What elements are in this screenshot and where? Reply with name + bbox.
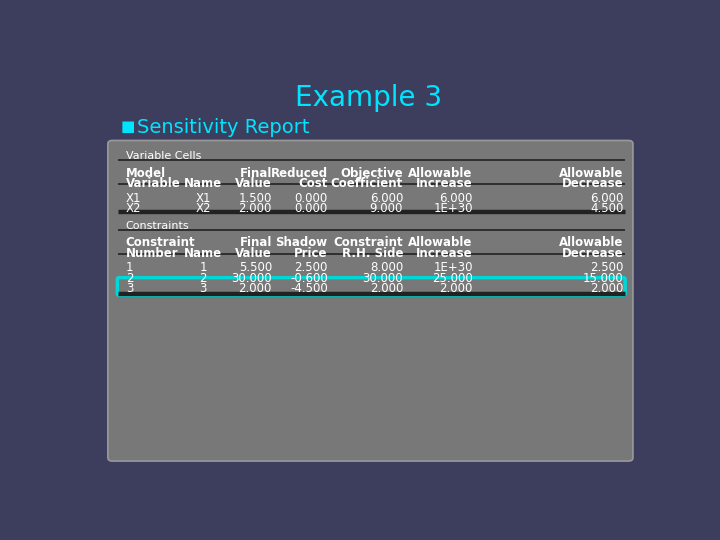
Text: 0.000: 0.000 xyxy=(294,202,328,215)
Text: Model: Model xyxy=(126,167,166,180)
Text: Value: Value xyxy=(235,246,272,260)
Text: 2.000: 2.000 xyxy=(439,282,473,295)
Text: 2.500: 2.500 xyxy=(294,261,328,274)
Text: 5.500: 5.500 xyxy=(238,261,272,274)
Text: Increase: Increase xyxy=(416,177,473,190)
Text: 1E+30: 1E+30 xyxy=(433,202,473,215)
Text: Allowable: Allowable xyxy=(408,236,473,249)
Text: Sensitivity Report: Sensitivity Report xyxy=(138,118,310,137)
Text: Example 3: Example 3 xyxy=(295,84,443,112)
Text: 2: 2 xyxy=(126,272,133,285)
Text: R.H. Side: R.H. Side xyxy=(341,246,403,260)
Text: 1.500: 1.500 xyxy=(238,192,272,205)
Text: 9.000: 9.000 xyxy=(369,202,403,215)
Text: Name: Name xyxy=(184,177,222,190)
Text: Value: Value xyxy=(235,177,272,190)
Text: X1: X1 xyxy=(126,192,141,205)
Text: 3: 3 xyxy=(199,282,207,295)
Text: Number: Number xyxy=(126,246,179,260)
Text: -4.500: -4.500 xyxy=(290,282,328,295)
Text: 1E+30: 1E+30 xyxy=(433,261,473,274)
Text: Objective: Objective xyxy=(341,167,403,180)
Text: 4.500: 4.500 xyxy=(590,202,624,215)
Text: Final: Final xyxy=(240,236,272,249)
Text: 2.000: 2.000 xyxy=(238,202,272,215)
Text: 2: 2 xyxy=(199,272,207,285)
Text: 30.000: 30.000 xyxy=(362,272,403,285)
Text: 1: 1 xyxy=(126,261,133,274)
Text: Name: Name xyxy=(184,246,222,260)
Text: Shadow: Shadow xyxy=(276,236,328,249)
Text: Constraints: Constraints xyxy=(126,221,189,231)
Text: Variable Cells: Variable Cells xyxy=(126,151,201,161)
Text: 1: 1 xyxy=(199,261,207,274)
Text: Reduced: Reduced xyxy=(271,167,328,180)
Text: 25.000: 25.000 xyxy=(432,272,473,285)
Text: 6.000: 6.000 xyxy=(590,192,624,205)
Text: 8.000: 8.000 xyxy=(370,261,403,274)
Text: Increase: Increase xyxy=(416,246,473,260)
Text: X2: X2 xyxy=(195,202,211,215)
Text: -0.600: -0.600 xyxy=(290,272,328,285)
Text: Coefficient: Coefficient xyxy=(330,177,403,190)
Text: Variable: Variable xyxy=(126,177,181,190)
Text: 2.000: 2.000 xyxy=(238,282,272,295)
Text: Decrease: Decrease xyxy=(562,177,624,190)
Text: Allowable: Allowable xyxy=(408,167,473,180)
Text: 3: 3 xyxy=(126,282,133,295)
Text: Allowable: Allowable xyxy=(559,236,624,249)
Text: Decrease: Decrease xyxy=(562,246,624,260)
Text: Final: Final xyxy=(240,167,272,180)
Text: 2.500: 2.500 xyxy=(590,261,624,274)
Text: X2: X2 xyxy=(126,202,141,215)
Text: X1: X1 xyxy=(195,192,211,205)
FancyBboxPatch shape xyxy=(108,140,633,461)
Text: 15.000: 15.000 xyxy=(582,272,624,285)
Text: Cost: Cost xyxy=(298,177,328,190)
Text: ■: ■ xyxy=(121,119,135,134)
Text: Allowable: Allowable xyxy=(559,167,624,180)
Text: Constraint: Constraint xyxy=(126,236,195,249)
Text: 2.000: 2.000 xyxy=(369,282,403,295)
Text: Constraint: Constraint xyxy=(333,236,403,249)
Text: 6.000: 6.000 xyxy=(369,192,403,205)
Text: 0.000: 0.000 xyxy=(294,192,328,205)
Text: 30.000: 30.000 xyxy=(231,272,272,285)
Text: 6.000: 6.000 xyxy=(439,192,473,205)
Text: Price: Price xyxy=(294,246,328,260)
Text: 2.000: 2.000 xyxy=(590,282,624,295)
